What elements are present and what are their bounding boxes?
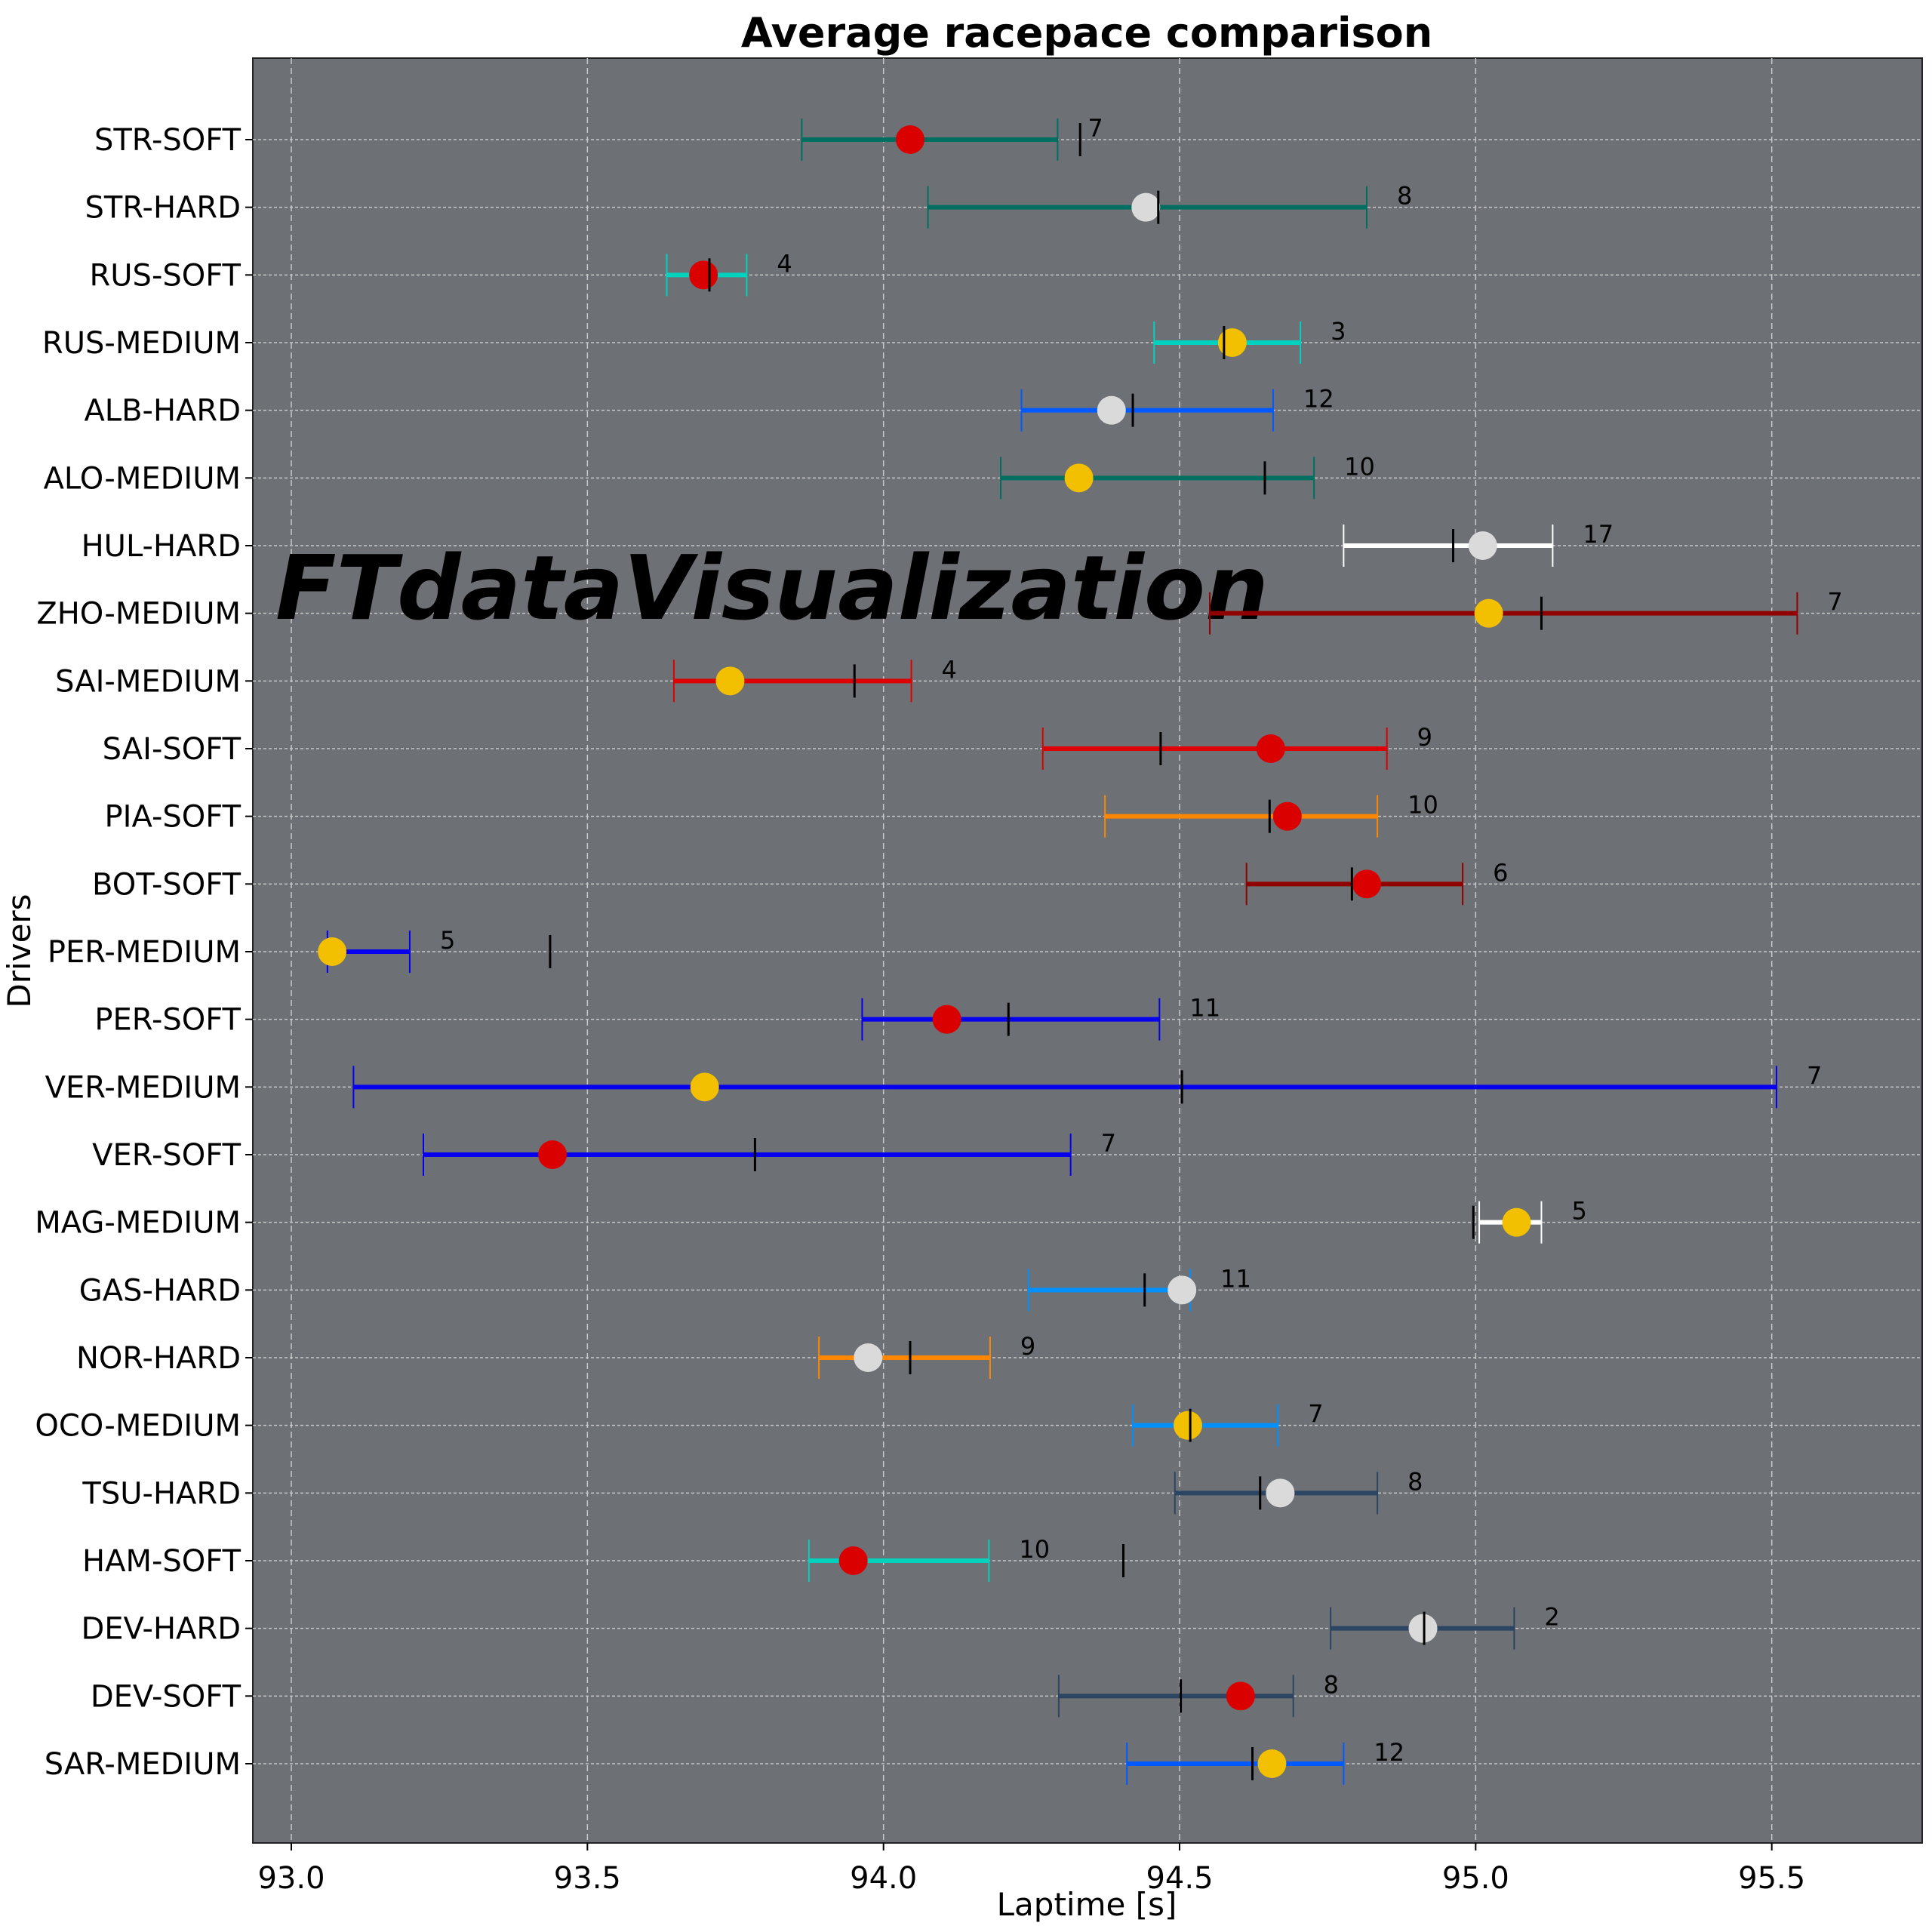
y-tick-label: TSU-HARD [82, 1476, 241, 1511]
y-tick-label: HUL-HARD [82, 529, 241, 564]
y-tick-label: DEV-SOFT [91, 1679, 242, 1714]
mean-dot [1131, 192, 1161, 222]
lap-count-label: 12 [1303, 385, 1334, 414]
y-tick-label: RUS-MEDIUM [42, 326, 241, 361]
lap-count-label: 11 [1189, 994, 1220, 1023]
y-tick-label: OCO-MEDIUM [35, 1409, 241, 1444]
y-tick-label: RUS-SOFT [89, 258, 241, 293]
y-axis-label: Drivers [1, 894, 38, 1008]
mean-dot [1468, 531, 1497, 560]
lap-count-label: 12 [1374, 1738, 1404, 1767]
lap-count-label: 7 [1101, 1129, 1116, 1158]
mean-dot [1226, 1681, 1255, 1711]
lap-count-label: 7 [1308, 1400, 1323, 1429]
lap-count-label: 8 [1324, 1670, 1339, 1699]
lap-count-label: 10 [1407, 791, 1438, 820]
x-tick-label: 94.5 [1146, 1861, 1213, 1896]
mean-dot [1408, 1614, 1438, 1643]
mean-dot [689, 260, 718, 290]
y-tick-label: SAI-MEDIUM [55, 664, 241, 699]
lap-count-label: 9 [1417, 723, 1432, 752]
mean-dot [1097, 395, 1126, 425]
y-tick-label: VER-SOFT [92, 1138, 241, 1173]
lap-count-label: 6 [1493, 858, 1508, 887]
lap-count-label: 9 [1020, 1332, 1035, 1361]
y-tick-label: ALB-HARD [84, 394, 241, 429]
plot-area [252, 57, 1923, 1844]
mean-dot [1217, 328, 1247, 357]
y-tick-label: MAG-MEDIUM [35, 1206, 241, 1241]
lap-count-label: 4 [942, 655, 957, 684]
x-axis-label: Laptime [s] [997, 1886, 1177, 1923]
y-tick-label: PER-MEDIUM [48, 935, 241, 970]
x-tick-label: 94.0 [850, 1861, 917, 1896]
y-tick-label: NOR-HARD [76, 1341, 241, 1376]
mean-dot [1266, 1478, 1295, 1508]
lap-count-label: 8 [1397, 182, 1412, 211]
x-tick-label: 95.0 [1442, 1861, 1509, 1896]
y-tick-label: PER-SOFT [94, 1003, 241, 1038]
mean-dot [538, 1140, 568, 1169]
lap-count-label: 5 [1571, 1197, 1586, 1226]
y-tick-label: GAS-HARD [79, 1273, 241, 1308]
lap-count-label: 7 [1807, 1061, 1822, 1090]
lap-count-label: 7 [1827, 588, 1842, 617]
mean-dot [1502, 1208, 1531, 1237]
lap-count-label: 17 [1583, 520, 1614, 549]
mean-dot [690, 1072, 719, 1102]
y-tick-label: ZHO-MEDIUM [36, 597, 241, 632]
mean-dot [1257, 1749, 1287, 1778]
y-tick-label: STR-HARD [85, 191, 241, 226]
mean-dot [854, 1343, 883, 1372]
mean-dot [1352, 869, 1381, 899]
x-tick-label: 95.5 [1738, 1861, 1805, 1896]
mean-dot [932, 1004, 961, 1034]
y-tick-label: PIA-SOFT [105, 800, 242, 835]
y-tick-label: SAI-SOFT [103, 732, 242, 767]
mean-dot [1474, 598, 1503, 628]
lap-count-label: 10 [1344, 452, 1375, 481]
mean-dot [715, 666, 745, 696]
y-tick-label: ALO-MEDIUM [44, 461, 241, 496]
x-tick-label: 93.5 [554, 1861, 621, 1896]
mean-dot [318, 937, 347, 966]
lap-count-label: 11 [1220, 1264, 1251, 1293]
y-tick-label: DEV-HARD [81, 1612, 241, 1647]
mean-dot [1174, 1411, 1203, 1440]
y-tick-label: HAM-SOFT [82, 1544, 242, 1579]
watermark: FTdataVisualization [275, 536, 1269, 640]
mean-dot [895, 125, 924, 154]
y-tick-label: SAR-MEDIUM [45, 1747, 241, 1782]
lap-count-label: 2 [1544, 1603, 1559, 1632]
chart-title: Average racepace comparison [741, 9, 1432, 57]
mean-dot [1272, 801, 1302, 831]
y-tick-label: VER-MEDIUM [45, 1070, 241, 1105]
mean-dot [838, 1546, 868, 1575]
lap-count-label: 7 [1088, 114, 1103, 143]
y-tick-label: STR-SOFT [94, 123, 242, 158]
mean-dot [1064, 463, 1094, 493]
lap-count-label: 10 [1019, 1535, 1050, 1564]
x-tick-label: 93.0 [257, 1861, 325, 1896]
mean-dot [1256, 734, 1285, 763]
lap-count-label: 5 [440, 926, 455, 955]
mean-dot [1168, 1275, 1197, 1305]
lap-count-label: 8 [1407, 1467, 1423, 1496]
y-tick-label: BOT-SOFT [92, 867, 242, 902]
lap-count-label: 4 [777, 249, 792, 278]
lap-count-label: 3 [1331, 317, 1346, 346]
